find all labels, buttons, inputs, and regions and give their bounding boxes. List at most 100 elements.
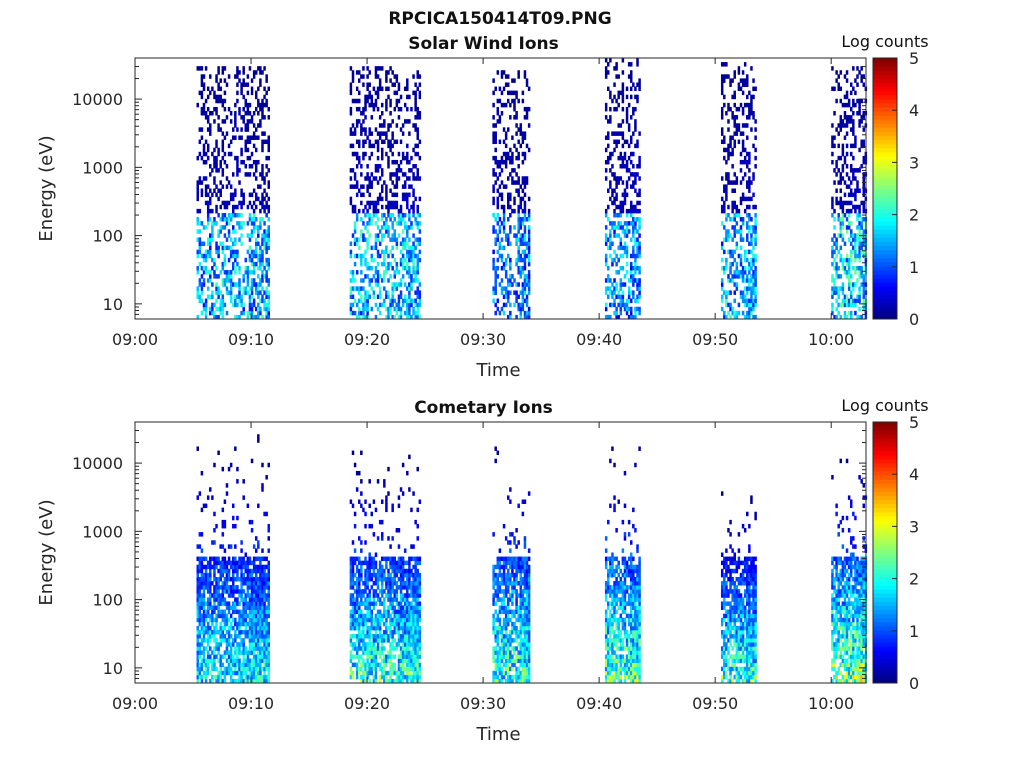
spectrogram-cell	[632, 225, 635, 230]
spectrogram-cell	[629, 115, 633, 120]
spectrogram-cell	[525, 253, 529, 259]
spectrogram-cell	[609, 58, 612, 63]
spectrogram-cell	[250, 282, 254, 287]
spectrogram-cell	[364, 560, 367, 566]
spectrogram-cell	[412, 306, 415, 312]
spectrogram-cell	[267, 609, 270, 615]
spectrogram-cell	[619, 164, 623, 169]
spectrogram-cell	[609, 229, 612, 234]
spectrogram-cell	[202, 674, 206, 680]
spectrogram-cell	[636, 245, 639, 251]
spectrogram-cell	[523, 261, 527, 267]
spectrogram-cell	[403, 245, 407, 251]
spectrogram-cell	[831, 253, 834, 259]
spectrogram-cell	[257, 102, 260, 108]
spectrogram-cell	[219, 86, 222, 92]
spectrogram-cell	[204, 265, 208, 271]
spectrogram-cell	[248, 678, 252, 684]
spectrogram-cell	[841, 119, 845, 124]
spectrogram-cell	[500, 265, 504, 271]
spectrogram-cell	[259, 617, 262, 623]
spectrogram-cell	[261, 217, 264, 222]
spectrogram-cell	[746, 225, 749, 230]
spectrogram-cell	[837, 143, 840, 149]
spectrogram-cell	[629, 278, 633, 283]
spectrogram-cell	[393, 204, 397, 210]
spectrogram-cell	[202, 102, 206, 108]
spectrogram-cell	[621, 94, 625, 100]
spectrogram-cell	[265, 621, 268, 627]
spectrogram-cell	[267, 86, 270, 92]
spectrogram-cell	[403, 282, 407, 287]
spectrogram-cell	[254, 196, 258, 202]
spectrogram-cell	[217, 556, 220, 562]
spectrogram-cell	[393, 298, 397, 304]
spectrogram-cell	[250, 86, 254, 92]
spectrogram-cell	[634, 180, 637, 185]
spectrogram-cell	[204, 678, 208, 684]
x-tick-label: 09:00	[112, 330, 158, 349]
spectrogram-cell	[364, 646, 367, 651]
spectrogram-cell	[852, 98, 855, 104]
spectrogram-cell	[366, 237, 369, 242]
spectrogram-cell	[246, 568, 250, 574]
spectrogram-cell	[748, 302, 751, 308]
spectrogram-cell	[727, 204, 730, 210]
spectrogram-cell	[527, 86, 531, 92]
spectrogram-cell	[236, 70, 239, 75]
spectrogram-cell	[500, 290, 504, 295]
spectrogram-cell	[746, 257, 749, 263]
spectrogram-cell	[358, 634, 361, 639]
spectrogram-cell	[267, 237, 270, 242]
spectrogram-cell	[750, 111, 753, 116]
spectrogram-cell	[636, 172, 639, 177]
spectrogram-cell	[378, 229, 382, 234]
spectrogram-cell	[238, 625, 241, 631]
spectrogram-cell	[416, 111, 419, 116]
spectrogram-cell	[406, 241, 409, 246]
spectrogram-cell	[632, 180, 635, 185]
spectrogram-cell	[391, 212, 394, 218]
spectrogram-cell	[254, 625, 258, 631]
colorbar-step	[873, 98, 897, 104]
spectrogram-cell	[355, 589, 359, 594]
spectrogram-cell	[349, 597, 353, 602]
spectrogram-cell	[720, 131, 724, 136]
spectrogram-cell	[196, 253, 199, 259]
spectrogram-cell	[629, 204, 633, 210]
spectrogram-cell	[372, 605, 376, 610]
spectrogram-cell	[385, 265, 388, 271]
spectrogram-cell	[200, 274, 204, 279]
spectrogram-cell	[750, 66, 753, 71]
spectrogram-cell	[609, 106, 612, 112]
colorbar-step	[873, 102, 897, 108]
spectrogram-cell	[196, 270, 199, 275]
spectrogram-cell	[841, 176, 845, 181]
spectrogram-cell	[856, 98, 859, 104]
spectrogram-cell	[523, 310, 527, 316]
spectrogram-cell	[383, 568, 386, 574]
spectrogram-cell	[240, 241, 243, 246]
spectrogram-cell	[353, 237, 357, 242]
spectrogram-cell	[731, 188, 734, 193]
spectrogram-cell	[355, 151, 359, 157]
spectrogram-cell	[389, 78, 392, 83]
spectrogram-cell	[242, 290, 245, 295]
spectrogram-cell	[362, 642, 365, 647]
spectrogram-cell	[360, 646, 363, 651]
spectrogram-cell	[261, 249, 264, 255]
spectrogram-cell	[521, 241, 525, 246]
spectrogram-cell	[727, 106, 730, 112]
spectrogram-cell	[257, 184, 260, 189]
spectrogram-cell	[355, 164, 359, 169]
spectrogram-cell	[236, 621, 239, 627]
spectrogram-cell	[261, 98, 264, 104]
spectrogram-cell	[416, 286, 419, 291]
spectrogram-cell	[410, 155, 413, 161]
spectrogram-cell	[204, 184, 208, 189]
spectrogram-cell	[385, 294, 388, 300]
spectrogram-cell	[391, 298, 394, 304]
spectrogram-cell	[254, 576, 258, 582]
spectrogram-cell	[527, 212, 531, 218]
spectrogram-cell	[385, 306, 388, 312]
